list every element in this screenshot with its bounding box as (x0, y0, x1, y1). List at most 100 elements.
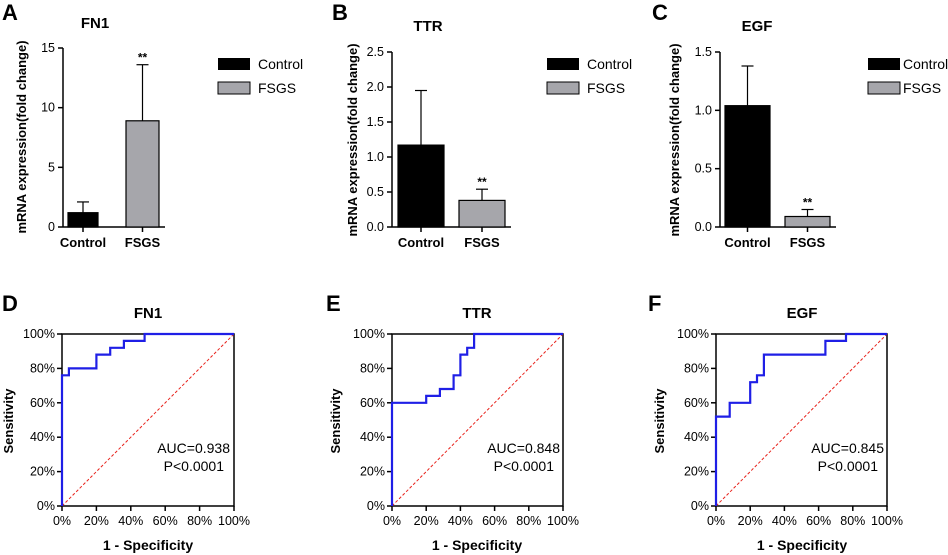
y-tick-label: 0.0 (367, 220, 384, 234)
y-tick-label: 0% (691, 499, 709, 513)
y-tick-label: 20% (360, 465, 385, 479)
panel-letter-f: F (648, 291, 661, 316)
x-tick-label: 40% (448, 514, 473, 528)
panel-b: B TTR mRNA expression(fold change) 0.00.… (332, 0, 632, 250)
legend-label-fsgs: FSGS (587, 80, 625, 96)
x-tick-label: 20% (738, 514, 763, 528)
panel-c-plot: 0.0 0.5 1.0 1.5 Control FSGS ** (695, 45, 836, 250)
legend-swatch-fsgs (217, 81, 251, 95)
y-tick-label: 2.0 (367, 80, 384, 94)
auc-label: AUC=0.938 (157, 440, 230, 456)
panel-letter-d: D (2, 291, 18, 316)
panel-e-plot: 0%0% 20% 20% 40% 40% 60% 60% 80% 80% 100% 100% AUC=… (353, 327, 579, 528)
panel-letter-a: A (2, 0, 18, 25)
panel-d-title: FN1 (134, 305, 162, 322)
panel-a-title: FN1 (81, 15, 109, 32)
panel-f-ylabel: Sensitivity (652, 388, 667, 454)
x-category-label: Control (398, 235, 444, 250)
panel-a: A FN1 mRNA expression(fold change) 0 5 10 1… (2, 0, 303, 250)
x-category-label: FSGS (790, 235, 826, 250)
y-tick-label: 0.5 (367, 185, 384, 199)
y-tick-label: 1.0 (695, 103, 712, 117)
panel-letter-c: C (652, 0, 668, 25)
x-tick-label: 60% (806, 514, 831, 528)
significance-marker: ** (477, 175, 487, 189)
x-tick-label: 20% (414, 514, 439, 528)
legend-swatch-control (547, 58, 579, 70)
panel-letter-e: E (326, 291, 341, 316)
x-tick-label: 0% (383, 514, 401, 528)
legend-swatch-fsgs (546, 81, 580, 95)
panel-e-title: TTR (462, 305, 491, 322)
y-tick-label: 60% (684, 396, 709, 410)
y-tick-label: 40% (360, 430, 385, 444)
p-value-label: P<0.0001 (494, 458, 555, 474)
x-tick-label: 40% (772, 514, 797, 528)
x-tick-label: 20% (84, 514, 109, 528)
bar-fsgs (784, 215, 831, 228)
y-tick-label: 1.0 (367, 150, 384, 164)
legend-label-control: Control (258, 56, 303, 72)
reference-line (391, 333, 564, 507)
panel-c-ylabel: mRNA expression(fold change) (667, 43, 682, 236)
significance-marker: ** (803, 196, 813, 210)
panel-f-xlabel: 1 - Specificity (757, 537, 847, 553)
panel-a-ylabel: mRNA expression(fold change) (14, 40, 29, 233)
panel-f: F EGF Sensitivity 1 - Specificity 0%0% 20… (648, 291, 903, 553)
roc-curve (390, 332, 563, 506)
bar-fsgs (125, 120, 160, 228)
x-category-label: Control (724, 235, 770, 250)
x-category-label: FSGS (464, 235, 500, 250)
x-category-label: FSGS (125, 235, 161, 250)
y-tick-label: 10 (41, 101, 55, 115)
y-tick-label: 0.5 (695, 162, 712, 176)
y-tick-label: 1.5 (367, 115, 384, 129)
x-tick-label: 80% (516, 514, 541, 528)
reference-line (715, 333, 888, 507)
y-tick-label: 5 (48, 160, 55, 174)
panel-c-legend: Control FSGS (867, 56, 948, 96)
x-tick-label: 0% (53, 514, 71, 528)
significance-marker: ** (138, 51, 148, 65)
x-tick-label: 100% (871, 514, 903, 528)
y-tick-label: 100% (23, 327, 55, 341)
panel-letter-b: B (332, 0, 348, 25)
legend-label-control: Control (903, 56, 948, 72)
panel-e: E TTR Sensitivity 1 - Specificity 0%0% 20… (326, 291, 579, 553)
p-value-label: P<0.0001 (818, 458, 879, 474)
y-tick-label: 0% (37, 499, 55, 513)
auc-label: AUC=0.845 (811, 440, 884, 456)
y-tick-label: 60% (30, 396, 55, 410)
panel-d-plot: 0%0% 20% 20% 40% 40% 60% 60% 80% 80% 100% 100% AUC=… (23, 327, 250, 528)
y-tick-label: 100% (353, 327, 385, 341)
panel-e-xlabel: 1 - Specificity (432, 537, 522, 553)
x-tick-label: 100% (547, 514, 579, 528)
bar-control (67, 212, 99, 228)
panel-d: D FN1 Sensitivity 1 - Specificity 0%0% 20… (1, 291, 250, 553)
bar-control (397, 144, 445, 228)
y-tick-label: 80% (684, 361, 709, 375)
y-tick-label: 40% (30, 430, 55, 444)
y-tick-label: 20% (684, 465, 709, 479)
x-tick-label: 100% (218, 514, 250, 528)
panel-b-plot: 0.0 0.5 1.0 1.5 2.0 2.5 Control FSGS ** (367, 45, 511, 250)
y-tick-label: 100% (677, 327, 709, 341)
y-tick-label: 0.0 (695, 220, 712, 234)
x-tick-label: 60% (482, 514, 507, 528)
legend-label-fsgs: FSGS (903, 80, 941, 96)
y-tick-label: 80% (30, 361, 55, 375)
legend-swatch-fsgs (867, 81, 901, 95)
panel-f-title: EGF (787, 305, 818, 322)
panel-b-title: TTR (413, 18, 442, 35)
y-tick-label: 2.5 (367, 45, 384, 59)
legend-label-control: Control (587, 56, 632, 72)
legend-swatch-control (868, 58, 900, 70)
panel-d-xlabel: 1 - Specificity (103, 537, 193, 553)
x-tick-label: 80% (187, 514, 212, 528)
p-value-label: P<0.0001 (164, 458, 225, 474)
roc-curve (60, 332, 234, 506)
x-tick-label: 60% (153, 514, 178, 528)
panel-d-ylabel: Sensitivity (1, 388, 16, 454)
y-tick-label: 0 (48, 220, 55, 234)
